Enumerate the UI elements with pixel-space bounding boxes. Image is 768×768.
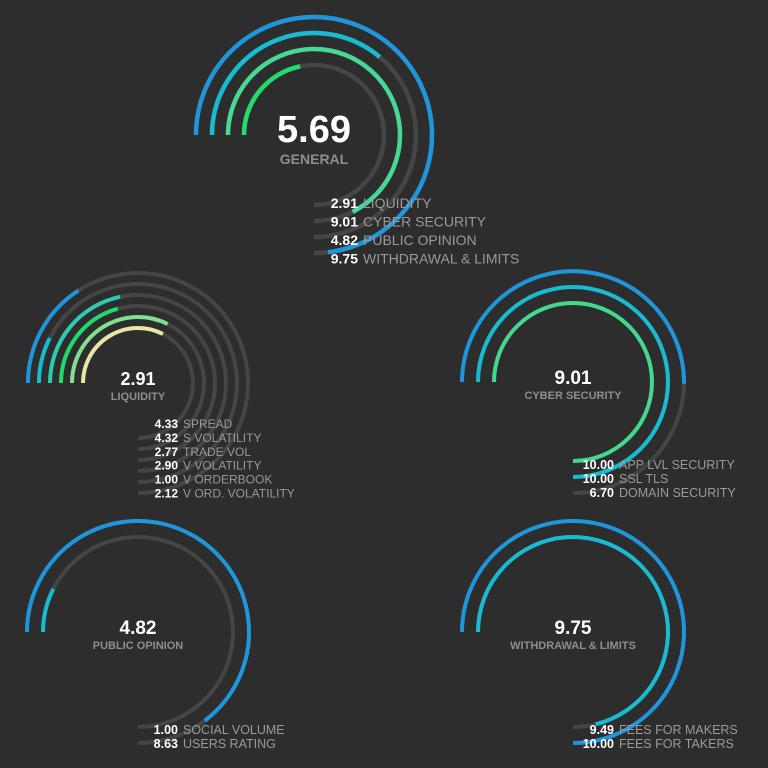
legend-label: PUBLIC OPINION — [363, 232, 477, 248]
legend-label: V ORD. VOLATILITY — [183, 487, 295, 501]
ring-bar-domain-security — [460, 269, 686, 384]
chart-liquidity: 2.91 LIQUIDITY 4.33 SPREAD 4.32 S VOLATILITY 2… — [26, 271, 295, 501]
ring-bar-spread — [81, 326, 164, 384]
legend-label: FEES FOR TAKERS — [619, 737, 734, 751]
ring-bar-app-lvl-security — [492, 301, 654, 463]
ring-bar-v-volatility — [48, 294, 121, 384]
legend-label: S VOLATILITY — [183, 431, 261, 445]
chart-title: WITHDRAWAL & LIMITS — [510, 640, 636, 652]
score-value: 5.69 — [277, 109, 351, 151]
ring-track-v-orderbook — [37, 282, 239, 484]
legend-value: 1.00 — [154, 723, 178, 737]
ring-bar-ssl-tls — [476, 285, 670, 479]
ring-bar-fees-for-takers — [460, 519, 686, 745]
legend-value: 10.00 — [583, 472, 614, 486]
ring-bar-fees-for-makers — [476, 535, 670, 727]
ring-track-social-volume — [41, 535, 235, 729]
legend-label: SOCIAL VOLUME — [183, 723, 285, 737]
legend-value: 9.75 — [331, 251, 358, 267]
score-value: 9.75 — [555, 618, 592, 639]
legend-value: 4.82 — [331, 232, 358, 248]
ring-bar-s-volatility — [70, 315, 169, 384]
legend-value: 2.77 — [155, 445, 179, 459]
chart-title: PUBLIC OPINION — [93, 640, 184, 652]
legend-label: USERS RATING — [183, 737, 276, 751]
legend-label: V ORDERBOOK — [183, 473, 272, 487]
legend-value: 4.32 — [155, 431, 179, 445]
legend-label: FEES FOR MAKERS — [619, 723, 738, 737]
legend-value: 8.63 — [154, 737, 178, 751]
score-value: 4.82 — [120, 618, 157, 639]
legend-value: 6.70 — [590, 486, 614, 500]
ring-bar-v-ord-volatility — [26, 288, 80, 384]
ring-bar-v-orderbook — [37, 337, 52, 384]
ring-bar-withdrawal-and-limits — [193, 14, 435, 255]
chart-title: LIQUIDITY — [111, 391, 166, 403]
legend-label: LIQUIDITY — [363, 195, 432, 211]
legend-value: 4.33 — [155, 417, 179, 431]
chart-title: GENERAL — [280, 151, 349, 167]
legend-label: APP LVL SECURITY — [619, 458, 735, 472]
legend-value: 2.90 — [155, 459, 179, 473]
ring-bar-trade-vol — [59, 306, 119, 384]
legend-label: SSL TLS — [619, 472, 668, 486]
legend-label: WITHDRAWAL & LIMITS — [363, 251, 519, 267]
legend-label: CYBER SECURITY — [363, 214, 487, 230]
legend-label: SPREAD — [183, 417, 233, 431]
legend-label: TRADE VOL — [183, 445, 251, 459]
legend-value: 2.12 — [155, 487, 179, 501]
legend-value: 1.00 — [155, 473, 179, 487]
ring-bar-social-volume — [41, 587, 56, 633]
legend-value: 9.01 — [331, 214, 358, 230]
legend-value: 10.00 — [583, 458, 614, 472]
legend-value: 2.91 — [331, 195, 358, 211]
score-value: 2.91 — [120, 369, 155, 389]
legend-label: DOMAIN SECURITY — [619, 486, 736, 500]
ring-bar-users-rating — [25, 519, 251, 723]
legend-label: V VOLATILITY — [183, 459, 261, 473]
chart-title: CYBER SECURITY — [524, 390, 622, 402]
score-value: 9.01 — [555, 368, 592, 389]
ring-bar-liquidity — [241, 64, 301, 136]
ring-bar-cyber-security — [225, 46, 403, 214]
legend-value: 10.00 — [583, 737, 614, 751]
legend-value: 9.49 — [590, 723, 614, 737]
ring-bar-public-opinion — [209, 30, 382, 136]
